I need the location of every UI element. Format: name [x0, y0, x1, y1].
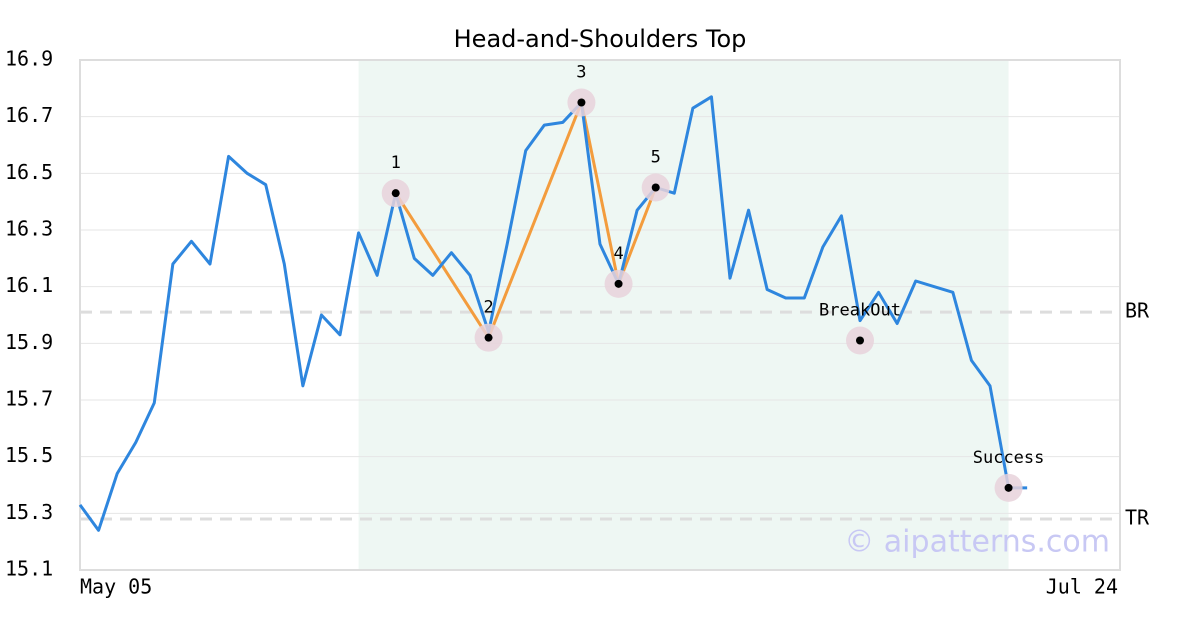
marker-dot — [577, 98, 586, 107]
marker-dot — [856, 336, 864, 345]
marker-dot — [484, 333, 493, 342]
marker-label: 1 — [391, 153, 401, 173]
price-line — [78, 95, 1028, 532]
marker-label: Success — [973, 448, 1045, 468]
y-tick-label: 16.5 — [5, 160, 53, 184]
marker-dot — [1004, 483, 1013, 492]
y-tick-label: 16.9 — [5, 47, 53, 71]
marker-dot — [391, 189, 400, 198]
y-tick-label: 16.1 — [5, 273, 53, 297]
y-tick-label: 15.5 — [5, 443, 53, 467]
y-tick-label: 15.1 — [5, 557, 53, 581]
y-tick-label: 15.9 — [5, 330, 53, 354]
marker-label: 4 — [613, 244, 623, 264]
y-tick-label: 16.7 — [5, 103, 53, 127]
chart-title: Head-and-Shoulders Top — [454, 25, 747, 53]
x-tick-label: May 05 — [80, 575, 152, 599]
watermark: © aipatterns.com — [844, 525, 1110, 560]
pattern-region — [358, 60, 1009, 570]
x-tick-label: Jul 24 — [1046, 575, 1118, 599]
marker-label: 3 — [576, 63, 586, 83]
level-label: TR — [1125, 506, 1150, 530]
marker-label: 2 — [483, 298, 493, 318]
marker-dot — [614, 279, 623, 288]
plot-frame — [79, 59, 1121, 571]
y-tick-label: 15.3 — [5, 500, 53, 524]
y-tick-label: 16.3 — [5, 217, 53, 241]
marker-label: BreakOut — [819, 301, 901, 321]
marker-dot — [651, 183, 660, 192]
y-tick-label: 15.7 — [5, 387, 53, 411]
level-label: BR — [1125, 299, 1150, 323]
marker-label: 5 — [651, 148, 661, 168]
